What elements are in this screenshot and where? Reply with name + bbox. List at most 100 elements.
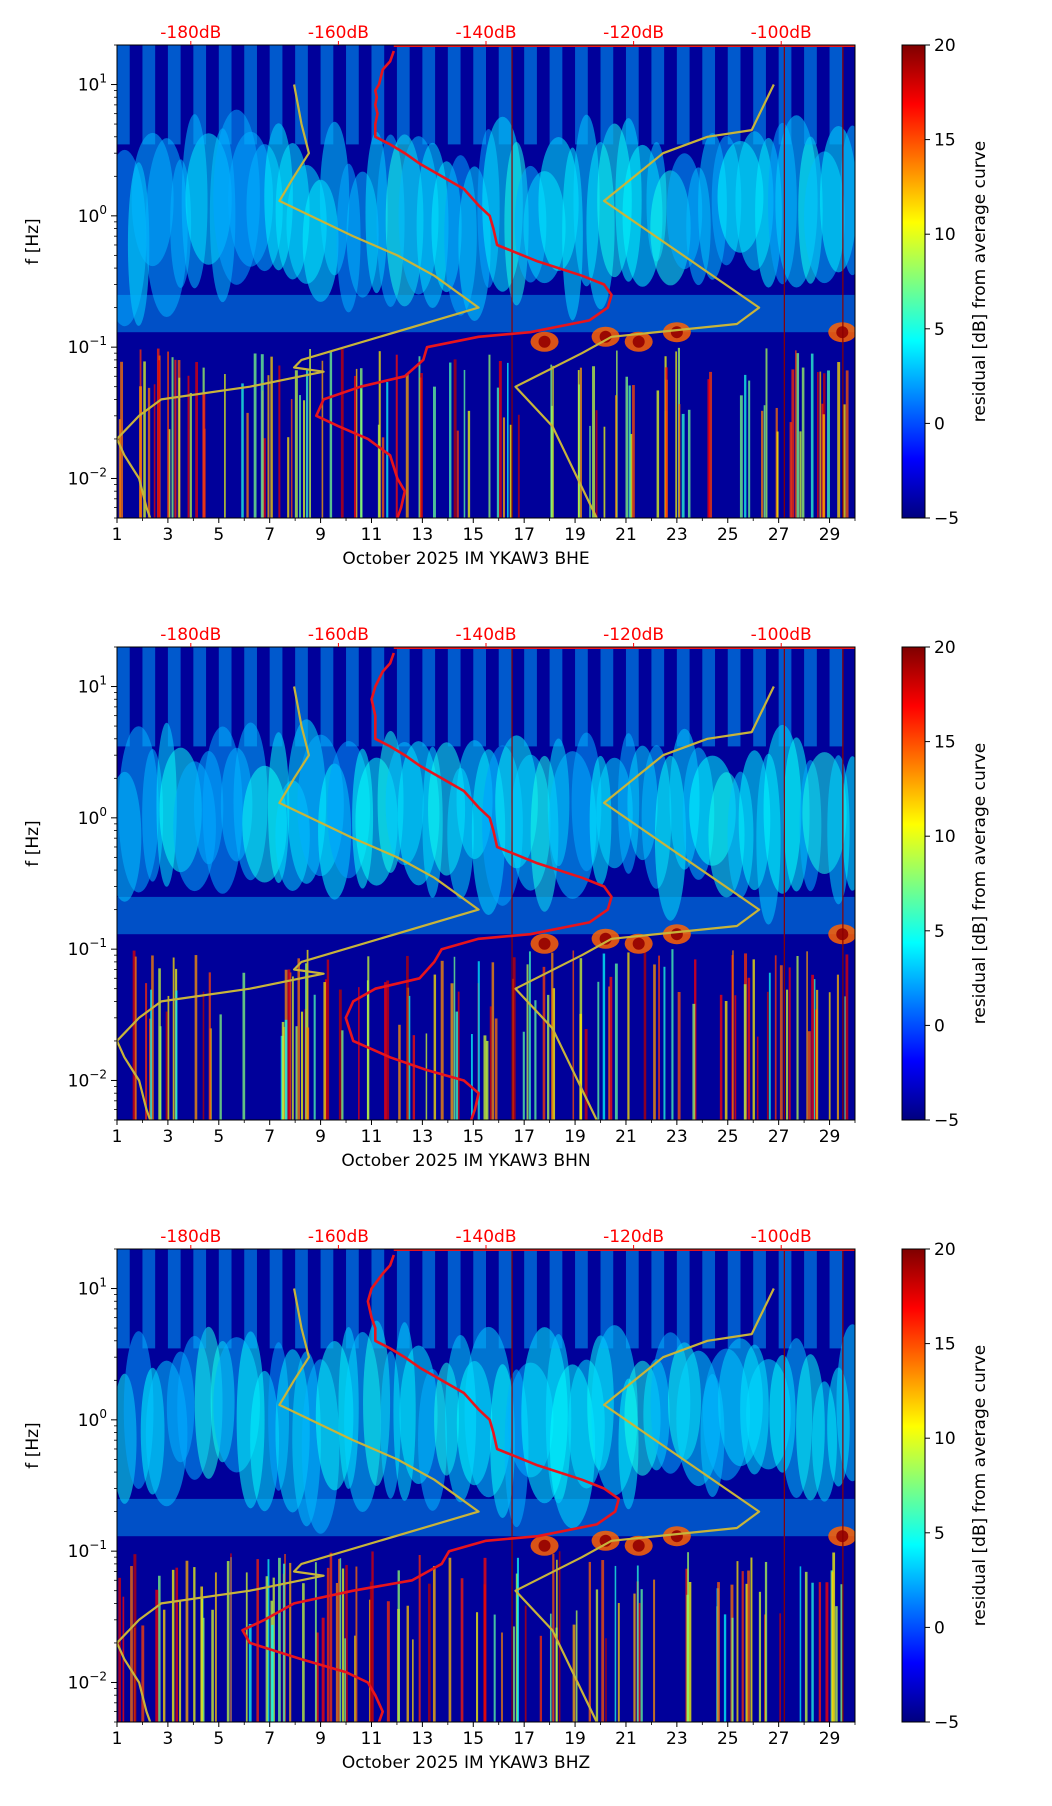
x-tick-label: 15 <box>462 1127 484 1147</box>
x-tick-label: 23 <box>666 1729 688 1749</box>
colorbar <box>901 1248 926 1723</box>
x-tick-label: 29 <box>819 525 841 545</box>
colorbar-tick-label: 15 <box>934 131 956 151</box>
top-axis-label: -140dB <box>455 625 516 645</box>
colorbar-tick-label: −5 <box>934 509 959 529</box>
x-tick-label: 19 <box>564 525 586 545</box>
x-tick-label: 19 <box>564 1127 586 1147</box>
x-tick-label: 13 <box>412 525 434 545</box>
yellow-curve-3 <box>514 1288 775 1722</box>
spectrogram-image <box>117 647 855 1120</box>
colorbar-tick-label: 10 <box>934 1429 956 1449</box>
y-axis-label: f [Hz] <box>23 820 43 866</box>
x-tick-label: 13 <box>412 1729 434 1749</box>
red-curve-1 <box>314 50 613 518</box>
colorbar <box>901 44 926 519</box>
colorbar-label: residual [dB] from average curve <box>970 141 990 422</box>
spectrogram-image <box>117 1249 855 1722</box>
colorbar-tick-label: 20 <box>934 638 956 658</box>
x-tick-label: 27 <box>768 1729 790 1749</box>
colorbar-tick-label: −5 <box>934 1713 959 1733</box>
x-tick-label: 23 <box>666 1127 688 1147</box>
colorbar-tick-label: 20 <box>934 1240 956 1260</box>
x-tick-label: 15 <box>462 525 484 545</box>
x-tick-label: 21 <box>615 525 637 545</box>
x-tick-label: 9 <box>315 1729 326 1749</box>
colorbar-label: residual [dB] from average curve <box>970 1345 990 1626</box>
x-tick-label: 23 <box>666 525 688 545</box>
x-tick-label: 25 <box>717 1127 739 1147</box>
yellow-curve-2 <box>117 1288 480 1722</box>
x-tick-label: 7 <box>264 1127 275 1147</box>
y-tick-label: 100 <box>78 805 107 829</box>
top-axis-label: -180dB <box>160 625 221 645</box>
y-tick-label: 10−1 <box>68 936 107 960</box>
x-tick-label: 17 <box>513 525 535 545</box>
x-tick-label: 1 <box>112 525 123 545</box>
x-tick-label: 19 <box>564 1729 586 1749</box>
yellow-curve-2 <box>117 84 480 518</box>
x-tick-label: 21 <box>615 1127 637 1147</box>
y-axis-label: f [Hz] <box>23 218 43 264</box>
colorbar-label: residual [dB] from average curve <box>970 743 990 1024</box>
x-tick-label: 7 <box>264 525 275 545</box>
x-tick-label: 29 <box>819 1729 841 1749</box>
x-tick-label: 11 <box>361 525 383 545</box>
red-curve-1 <box>344 652 613 1120</box>
yellow-curve-3 <box>514 84 775 518</box>
x-tick-label: 25 <box>717 1729 739 1749</box>
x-tick-label: 17 <box>513 1127 535 1147</box>
x-tick-label: 1 <box>112 1729 123 1749</box>
x-axis-label: October 2025 IM YKAW3 BHE <box>342 549 589 569</box>
y-tick-label: 10−1 <box>68 1538 107 1562</box>
colorbar-tick-label: 10 <box>934 225 956 245</box>
top-axis-label: -120dB <box>603 1227 664 1247</box>
top-axis-label: -120dB <box>603 625 664 645</box>
top-axis-label: -100dB <box>751 1227 812 1247</box>
x-tick-label: 5 <box>213 525 224 545</box>
x-tick-label: 29 <box>819 1127 841 1147</box>
colorbar-tick-label: 10 <box>934 827 956 847</box>
top-axis-label: -120dB <box>603 23 664 43</box>
x-tick-label: 3 <box>162 525 173 545</box>
colorbar-tick-label: −5 <box>934 1111 959 1131</box>
colorbar-tick-label: 15 <box>934 733 956 753</box>
y-tick-label: 10−2 <box>68 1067 107 1091</box>
y-axis-label: f [Hz] <box>23 1422 43 1468</box>
top-axis-label: -160dB <box>308 23 369 43</box>
y-tick-label: 101 <box>78 674 107 698</box>
x-tick-label: 17 <box>513 1729 535 1749</box>
red-curve-1 <box>241 1254 621 1722</box>
top-axis-label: -180dB <box>160 23 221 43</box>
x-tick-label: 25 <box>717 525 739 545</box>
y-tick-label: 101 <box>78 1276 107 1300</box>
x-tick-label: 5 <box>213 1729 224 1749</box>
yellow-curve-3 <box>514 686 775 1120</box>
x-axis-label: October 2025 IM YKAW3 BHN <box>341 1151 590 1171</box>
colorbar-tick-label: 0 <box>934 414 945 434</box>
colorbar-tick-label: 5 <box>934 1524 945 1544</box>
x-tick-label: 27 <box>768 1127 790 1147</box>
top-axis-label: -160dB <box>308 625 369 645</box>
yellow-curve-2 <box>117 686 480 1120</box>
y-tick-label: 100 <box>78 203 107 227</box>
x-tick-label: 27 <box>768 525 790 545</box>
y-tick-label: 100 <box>78 1407 107 1431</box>
top-axis-label: -180dB <box>160 1227 221 1247</box>
y-tick-label: 10−2 <box>68 1669 107 1693</box>
colorbar-tick-label: 5 <box>934 320 945 340</box>
y-tick-label: 101 <box>78 72 107 96</box>
colorbar-tick-label: 5 <box>934 922 945 942</box>
x-axis-label: October 2025 IM YKAW3 BHZ <box>342 1753 590 1773</box>
top-axis-label: -100dB <box>751 625 812 645</box>
top-axis-label: -140dB <box>455 23 516 43</box>
top-axis-label: -140dB <box>455 1227 516 1247</box>
colorbar-tick-label: 20 <box>934 36 956 56</box>
x-tick-label: 7 <box>264 1729 275 1749</box>
x-tick-label: 9 <box>315 525 326 545</box>
colorbar <box>901 646 926 1121</box>
